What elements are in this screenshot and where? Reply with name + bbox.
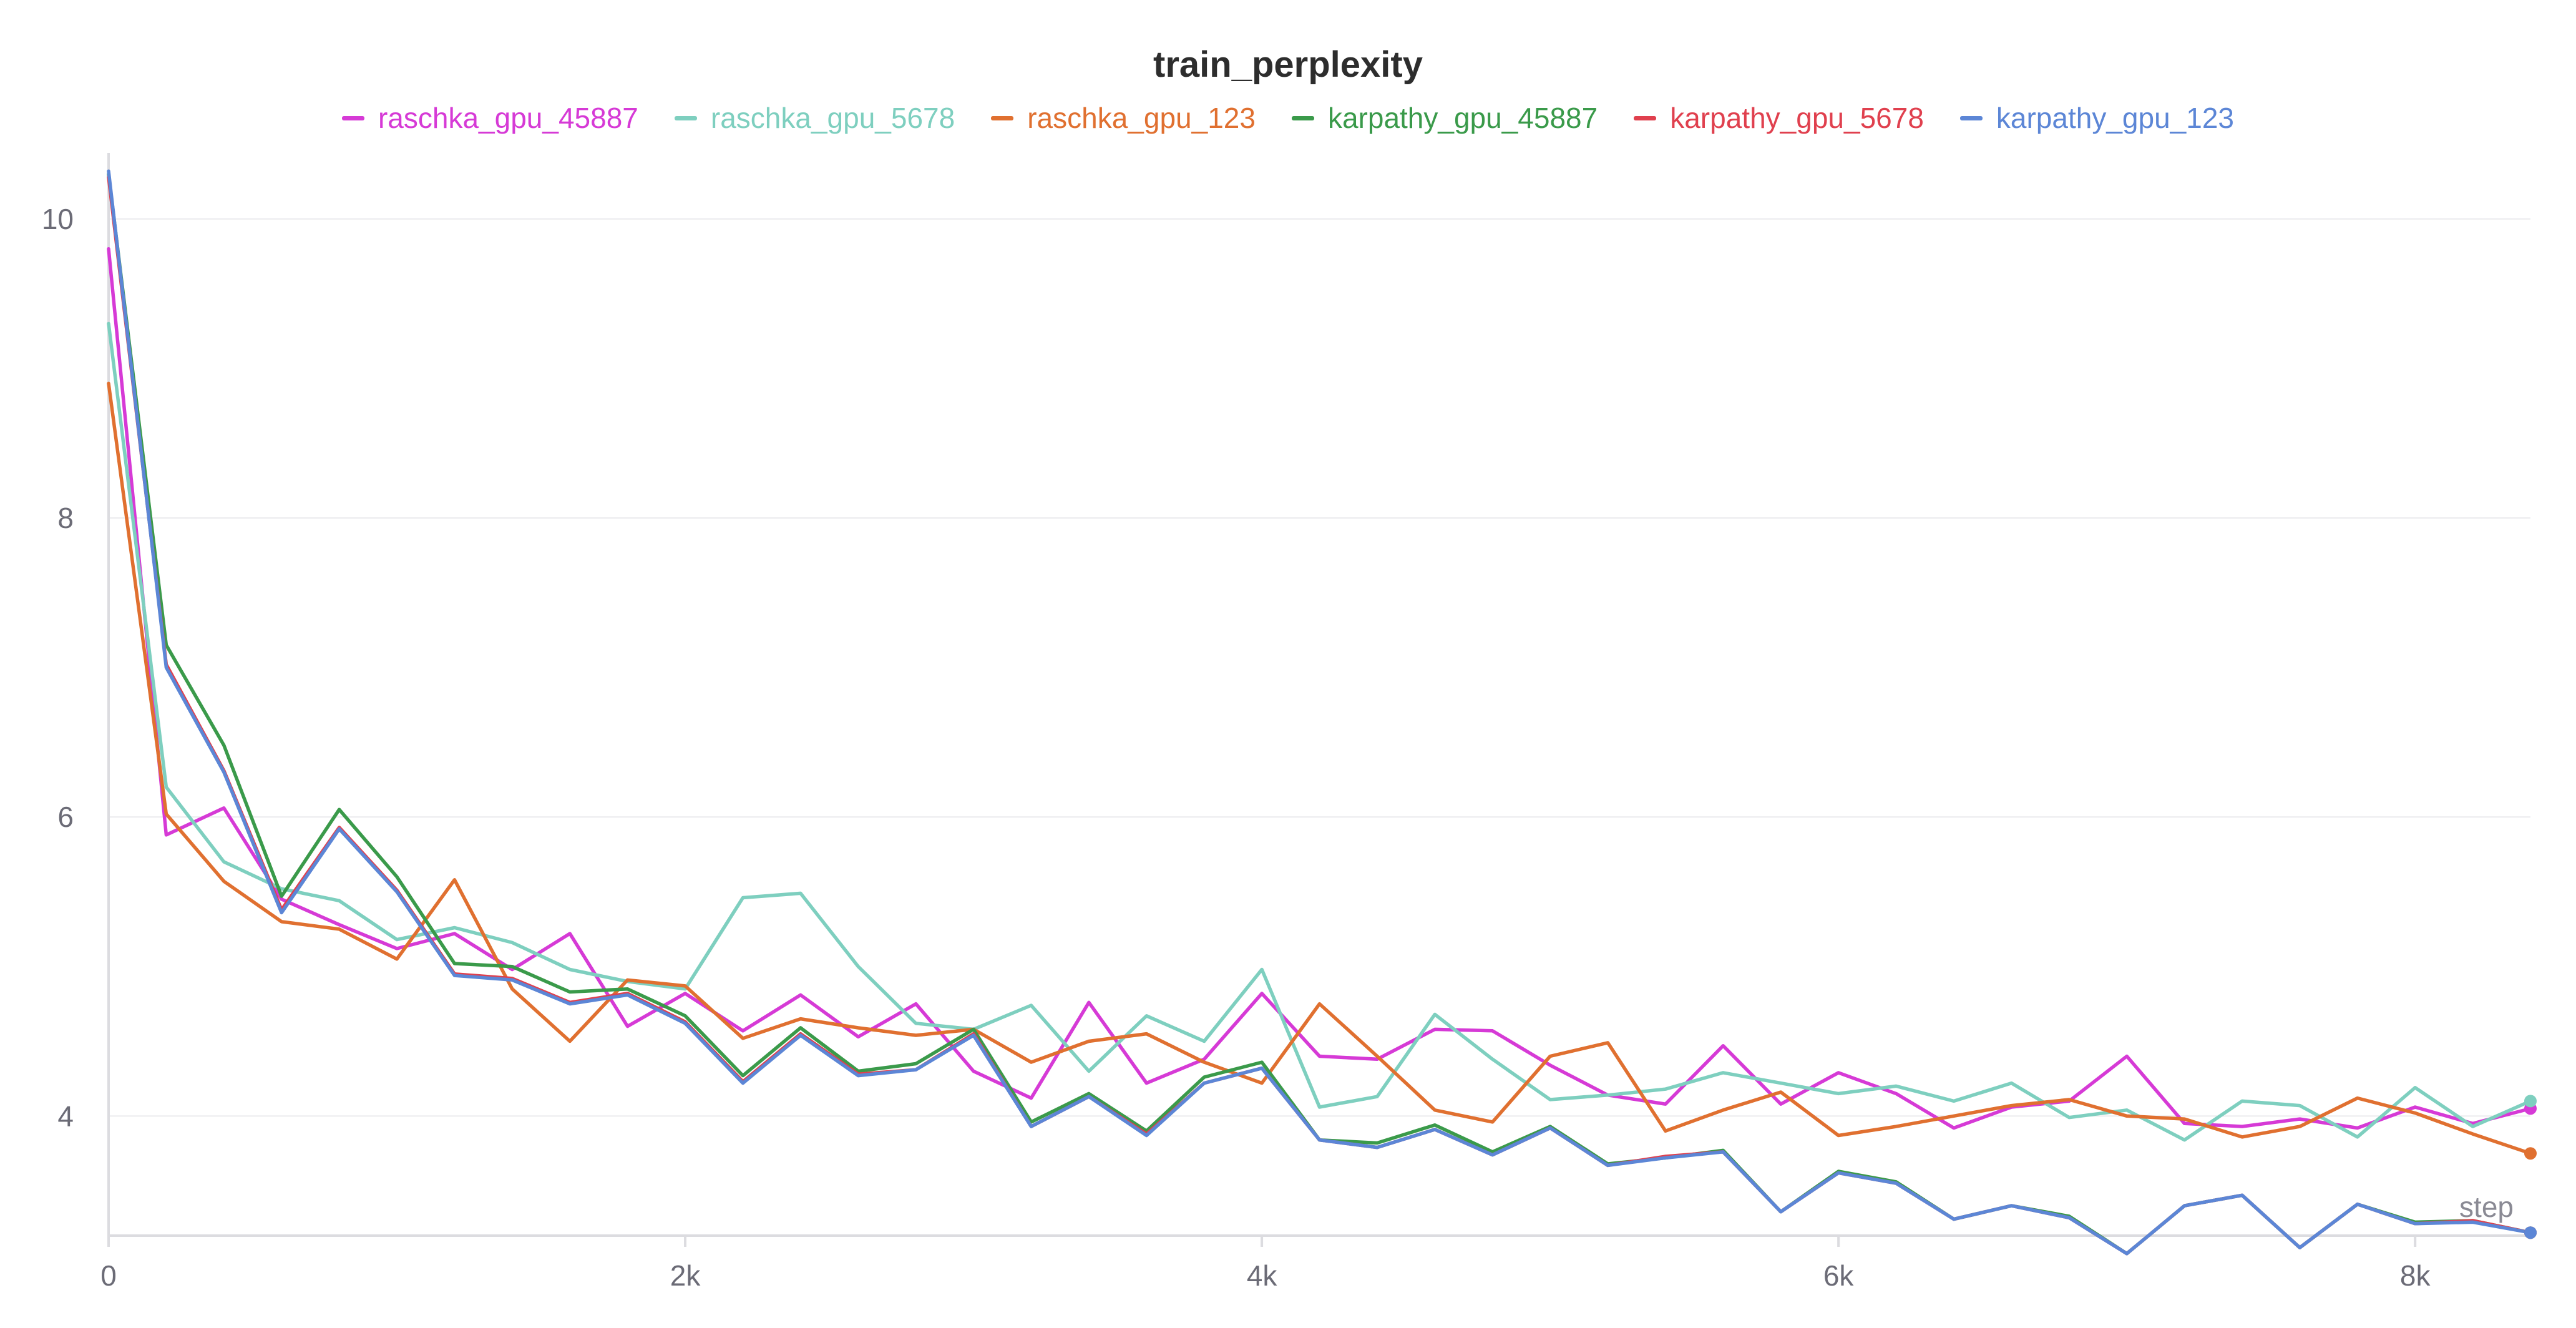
legend-label: karpathy_gpu_45887 — [1327, 102, 1598, 134]
series-line-raschka_gpu_5678[interactable] — [107, 321, 2532, 1142]
x-tick-label: 8k — [2400, 1259, 2431, 1292]
legend-label: karpathy_gpu_5678 — [1670, 102, 1924, 134]
series-endpoints — [2524, 1095, 2537, 1239]
axes — [107, 153, 2530, 1247]
legend-item-raschka_gpu_5678[interactable]: raschka_gpu_5678 — [674, 101, 955, 135]
y-tick-label: 8 — [57, 502, 74, 534]
series-line-raschka_gpu_45887[interactable] — [107, 247, 2532, 1130]
legend-label: raschka_gpu_45887 — [378, 102, 638, 134]
series-lines — [107, 169, 2532, 1256]
legend-item-karpathy_gpu_123[interactable]: karpathy_gpu_123 — [1959, 101, 2235, 135]
legend-label: raschka_gpu_123 — [1027, 102, 1256, 134]
x-tick-label: 2k — [670, 1259, 701, 1292]
legend-swatch — [1959, 115, 1983, 120]
y-tick-label: 4 — [57, 1100, 74, 1132]
y-tick-label: 10 — [42, 203, 74, 235]
series-line-karpathy_gpu_5678[interactable] — [107, 175, 2532, 1256]
legend-swatch — [341, 115, 364, 120]
chart-title: train_perplexity — [1153, 44, 1423, 85]
legend-swatch — [991, 115, 1014, 120]
legend-item-karpathy_gpu_5678[interactable]: karpathy_gpu_5678 — [1634, 101, 1924, 135]
series-line-karpathy_gpu_123[interactable] — [107, 169, 2532, 1256]
legend-item-karpathy_gpu_45887[interactable]: karpathy_gpu_45887 — [1291, 101, 1598, 135]
legend-swatch — [1634, 115, 1657, 120]
y-tick-label: 6 — [57, 801, 74, 833]
x-tick-label: 6k — [1823, 1259, 1855, 1292]
series-line-karpathy_gpu_45887[interactable] — [107, 172, 2532, 1256]
tick-labels: 4 6 8 10 0 2k 4k 6k 8k step — [42, 203, 2514, 1292]
series-line-raschka_gpu_123[interactable] — [107, 381, 2532, 1155]
x-axis-label: step — [2459, 1191, 2514, 1223]
legend-swatch — [1291, 115, 1314, 120]
legend-label: karpathy_gpu_123 — [1996, 102, 2235, 134]
legend-swatch — [674, 115, 697, 120]
gridlines — [109, 218, 2530, 1117]
x-tick-label: 0 — [100, 1259, 117, 1292]
legend-item-raschka_gpu_123[interactable]: raschka_gpu_123 — [991, 101, 1256, 135]
series-endpoint-raschka_gpu_123 — [2524, 1147, 2537, 1160]
legend-label: raschka_gpu_5678 — [710, 102, 955, 134]
legend: raschka_gpu_45887 raschka_gpu_5678 raschka… — [0, 101, 2576, 135]
series-endpoint-raschka_gpu_5678 — [2524, 1095, 2537, 1108]
series-endpoint-karpathy_gpu_123 — [2524, 1226, 2537, 1239]
x-tick-label: 4k — [1247, 1259, 1278, 1292]
legend-item-raschka_gpu_45887[interactable]: raschka_gpu_45887 — [341, 101, 638, 135]
